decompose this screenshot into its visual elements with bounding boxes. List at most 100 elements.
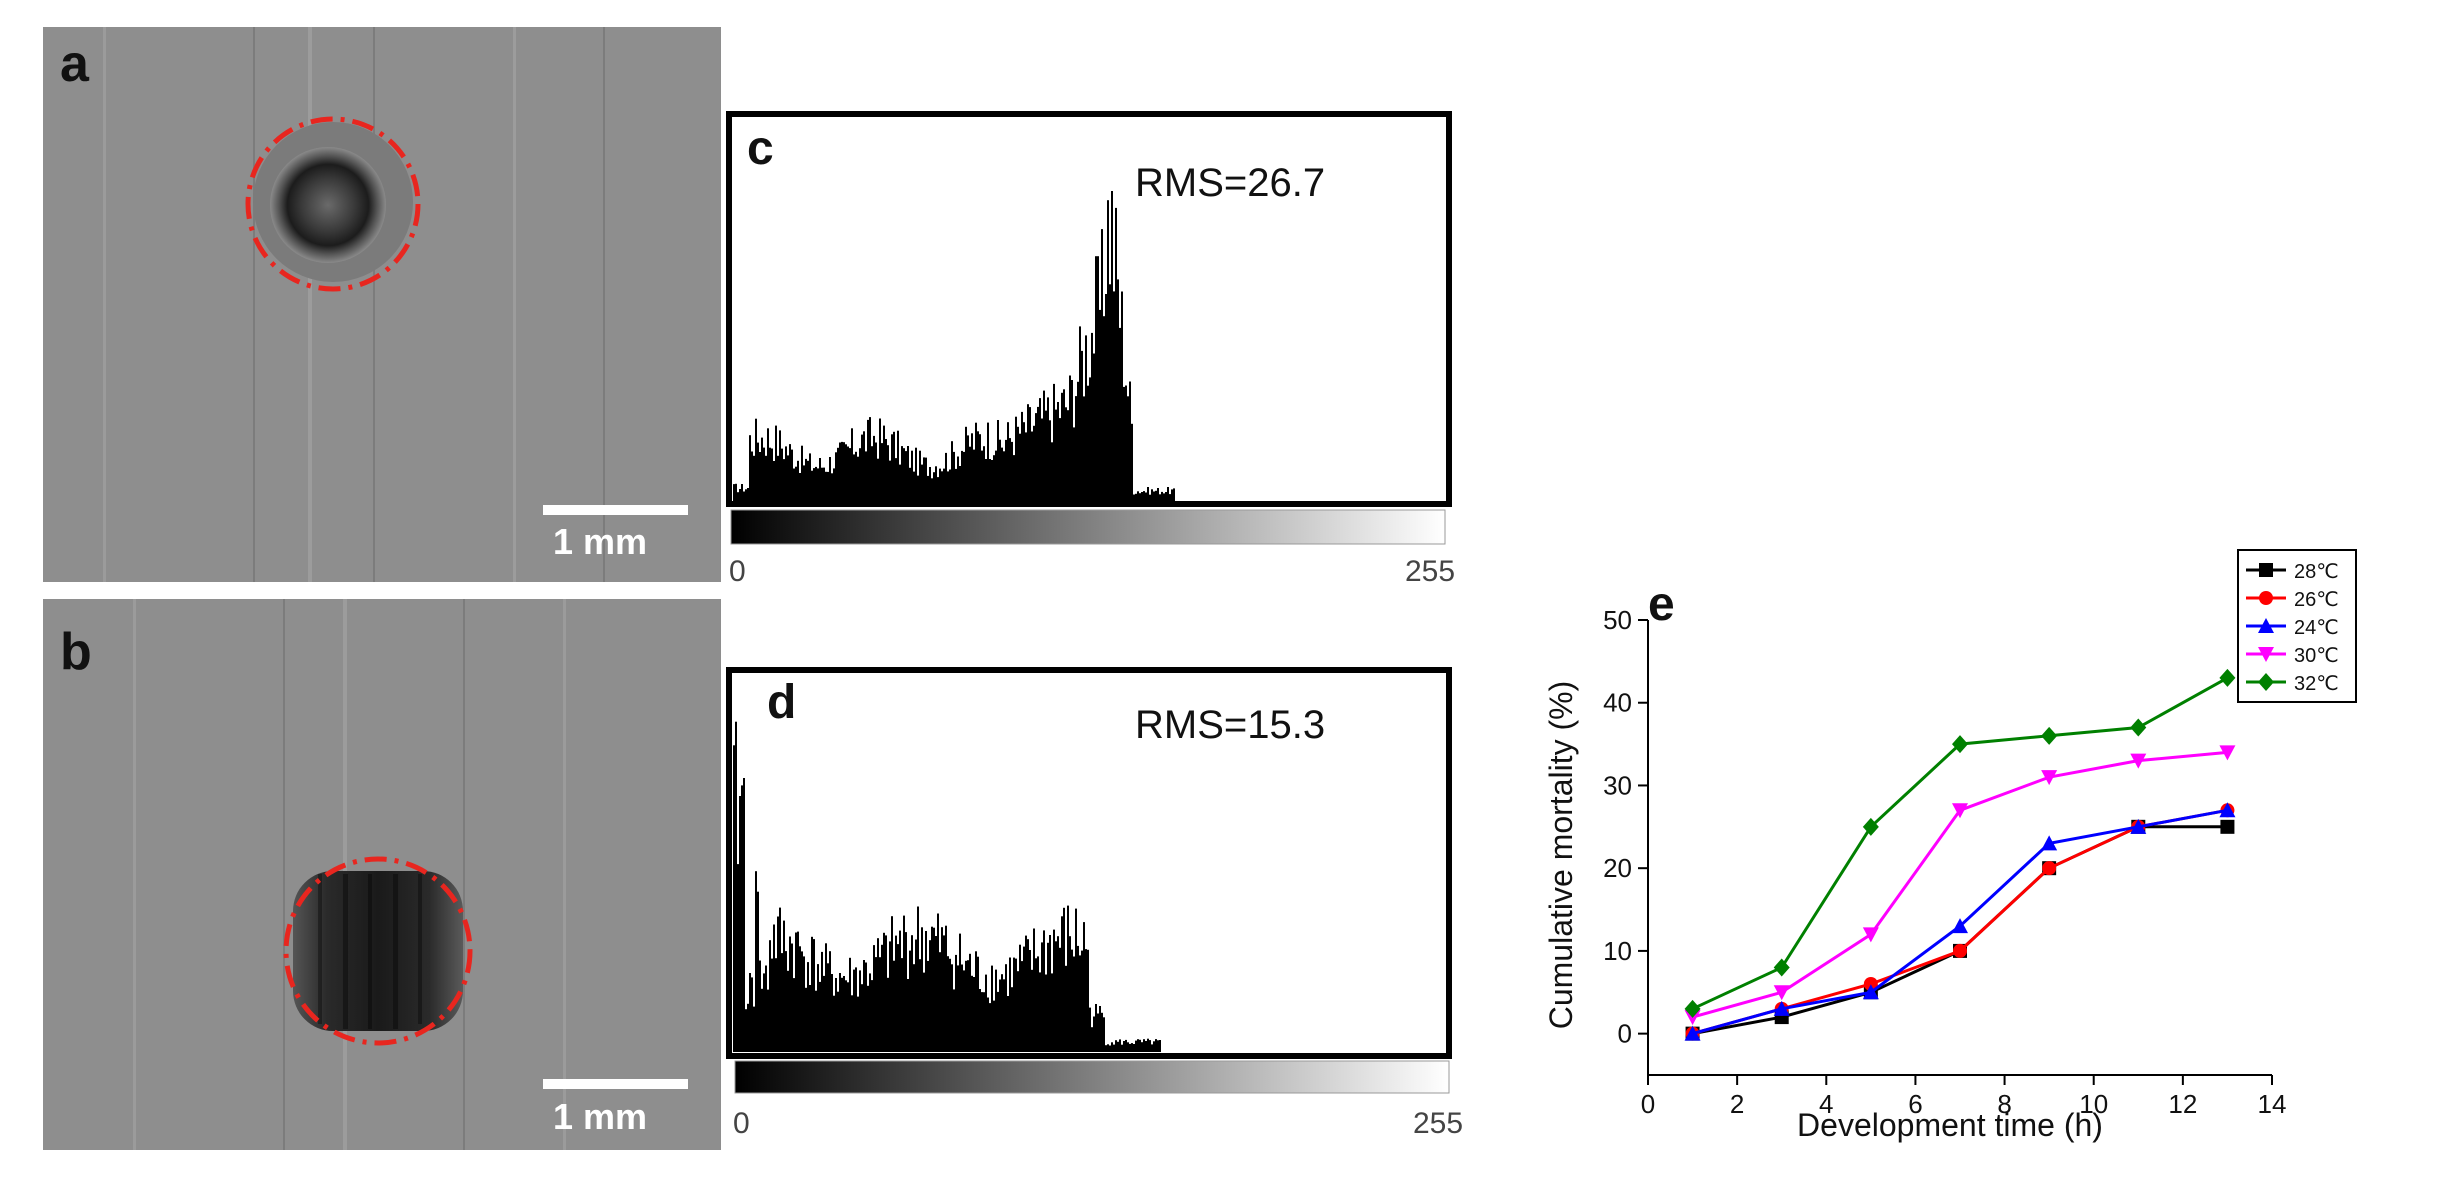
histogram-bar <box>1085 335 1087 502</box>
histogram-bar <box>919 450 921 502</box>
histogram-bar <box>951 964 953 1052</box>
y-tick-label: 20 <box>1603 853 1632 883</box>
histogram-bar <box>1085 949 1087 1052</box>
histogram-bar <box>1045 410 1047 502</box>
histogram-bar <box>879 957 881 1052</box>
histogram-bar <box>855 967 857 1052</box>
panel-c-gray-ramp <box>730 509 1446 545</box>
histogram-bar <box>1013 957 1015 1052</box>
histogram-bar <box>1113 291 1115 502</box>
histogram-bar <box>1167 487 1169 502</box>
histogram-bar <box>859 970 861 1052</box>
panel-e-chart: 0 2 4 6 8 10 12 14 0 10 20 30 40 50 28℃ 26℃ 24℃ 30℃ 32℃ e… <box>1500 520 2420 1160</box>
panel-d-range-max: 255 <box>1413 1107 1463 1140</box>
histogram-bar <box>937 913 939 1052</box>
histogram-bar <box>859 448 861 502</box>
histogram-bar <box>1009 957 1011 1052</box>
histogram-bar <box>909 950 911 1052</box>
histogram-bar <box>779 907 781 1052</box>
histogram-bar <box>767 428 769 502</box>
histogram-bar <box>1135 1040 1137 1052</box>
histogram-bar <box>1079 326 1081 502</box>
data-point <box>1773 985 1790 1001</box>
histogram-bar <box>829 457 831 502</box>
histogram-bar <box>1071 380 1073 502</box>
histogram-bar <box>1003 451 1005 502</box>
histogram-bar <box>1019 944 1021 1052</box>
panel-e-x-axis-label: Development time (h) <box>1797 1107 2103 1143</box>
histogram-bar <box>1153 1041 1155 1052</box>
histogram-bar <box>761 988 763 1052</box>
y-tick-label: 40 <box>1603 688 1632 718</box>
histogram-bar <box>833 468 835 502</box>
histogram-bar <box>895 935 897 1052</box>
histogram-bar <box>817 468 819 502</box>
histogram-bar <box>1065 407 1067 502</box>
x-tick-label: 14 <box>2258 1089 2287 1119</box>
histogram-bar <box>819 458 821 502</box>
histogram-bar <box>883 932 885 1052</box>
histogram-bar <box>941 471 943 502</box>
histogram-bar <box>1029 950 1031 1052</box>
histogram-bar <box>877 458 879 502</box>
histogram-bar <box>873 945 875 1052</box>
histogram-bar <box>967 435 969 502</box>
histogram-bar <box>849 957 851 1052</box>
legend-marker <box>2259 591 2273 605</box>
histogram-bar <box>1149 494 1151 502</box>
histogram-bar <box>1105 1045 1107 1052</box>
histogram-bar <box>947 471 949 502</box>
histogram-bar <box>1051 973 1053 1052</box>
histogram-bar <box>1147 1038 1149 1052</box>
histogram-bar <box>841 977 843 1052</box>
histogram-bar <box>853 454 855 502</box>
data-point <box>1952 918 1968 934</box>
histogram-bar <box>735 483 737 502</box>
histogram-bar <box>1149 1040 1151 1052</box>
panel-c-label: c <box>747 122 774 175</box>
data-point <box>1862 927 1879 943</box>
data-point <box>2041 770 2058 786</box>
panel-d-gray-ramp <box>734 1060 1450 1094</box>
histogram-bar <box>981 450 983 502</box>
histogram-bar <box>1045 974 1047 1052</box>
histogram-bar <box>871 446 873 502</box>
histogram-bar <box>1135 493 1137 502</box>
histogram-bar <box>1157 488 1159 502</box>
histogram-bar <box>941 927 943 1052</box>
histogram-bar <box>1115 1040 1117 1052</box>
histogram-bar <box>875 957 877 1052</box>
histogram-bar <box>945 452 947 502</box>
histogram-bar <box>813 939 815 1052</box>
histogram-bar <box>935 466 937 502</box>
histogram-bar <box>885 439 887 502</box>
histogram-bar <box>949 469 951 502</box>
histogram-bar <box>949 958 951 1052</box>
histogram-bar <box>829 951 831 1052</box>
histogram-bar <box>741 484 743 502</box>
histogram-bar <box>887 445 889 502</box>
x-tick-label: 6 <box>1908 1089 1922 1119</box>
histogram-bar <box>991 965 993 1052</box>
histogram-bar <box>787 970 789 1052</box>
histogram-bar <box>1013 455 1015 502</box>
histogram-bar <box>899 464 901 502</box>
legend-marker <box>2258 673 2274 691</box>
histogram-bar <box>911 450 913 502</box>
histogram-bar <box>1049 935 1051 1052</box>
histogram-bar <box>907 979 909 1052</box>
histogram-bar <box>1145 1041 1147 1052</box>
histogram-bar <box>733 484 735 502</box>
histogram-bar <box>1107 1044 1109 1052</box>
histogram-bar <box>1121 1044 1123 1052</box>
histogram-bar <box>901 958 903 1052</box>
histogram-bar <box>1103 316 1105 502</box>
histogram-bar <box>871 980 873 1052</box>
histogram-bar <box>827 963 829 1052</box>
histogram-bar <box>1059 418 1061 502</box>
panel-b-outline <box>283 856 473 1046</box>
panel-d-bars <box>733 721 1161 1052</box>
panel-e-label: e <box>1648 578 1675 631</box>
histogram-bar <box>753 455 755 502</box>
histogram-bar <box>1023 422 1025 502</box>
